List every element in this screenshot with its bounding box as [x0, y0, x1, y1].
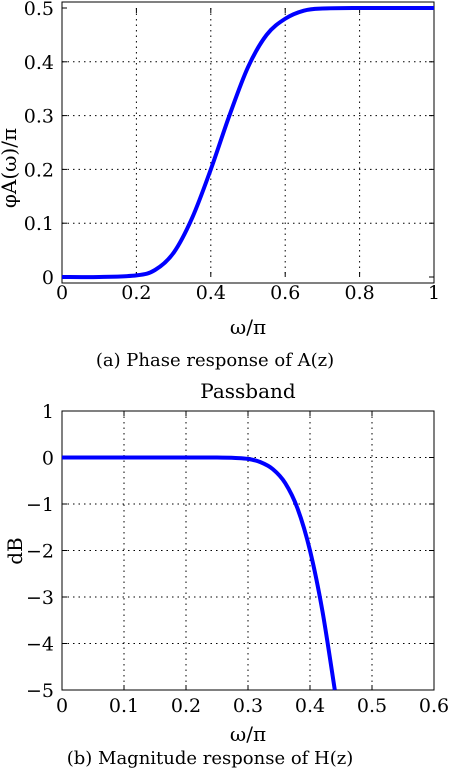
y-axis-label: φA(ω)/π	[0, 128, 21, 208]
caption-b: (b) Magnitude response of H(z)	[67, 748, 354, 769]
x-tick-label: 0.1	[109, 695, 139, 717]
y-tick-label: 0.3	[24, 106, 54, 128]
grid	[62, 411, 434, 690]
x-tick-label: 0.6	[270, 282, 300, 304]
x-tick-label: 0.2	[121, 282, 151, 304]
series-line	[61, 5, 434, 280]
y-tick-label: 0.5	[24, 0, 54, 20]
series-line	[62, 455, 337, 691]
y-axis-label: dB	[3, 537, 27, 565]
ticks: 0 0.1 0.2 0.3 0.4 0.5 0.6 −5 −4 −3 −2 −1 0 1	[26, 401, 449, 717]
x-tick-label: 0.2	[171, 695, 201, 717]
x-tick-label: 0	[56, 695, 68, 717]
caption-a: (a) Phase response of A(z)	[96, 350, 334, 371]
x-tick-label: 0.4	[196, 282, 226, 304]
plot-frame	[61, 410, 435, 691]
ticks: 0 0.2 0.4 0.6 0.8 1 0 0.1 0.2 0.3 0.4 0.5	[24, 0, 440, 304]
y-tick-label: 0.1	[24, 213, 54, 235]
grid	[62, 8, 434, 277]
x-axis-label: ω/π	[230, 315, 266, 339]
y-tick-label: −5	[26, 680, 54, 702]
chart-magnitude-response: Passband 0 0.1 0.2 0.3 0.4 0.5 0.6 −5 −4 −3 −2 −1 0 1…	[3, 379, 449, 769]
chart-phase-response: 0 0.2 0.4 0.6 0.8 1 0 0.1 0.2 0.3 0.4 0.5 ω/π φA(ω)…	[0, 0, 440, 371]
y-tick-label: 0	[42, 267, 54, 289]
x-tick-label: 0.4	[295, 695, 325, 717]
x-tick-label: 0.6	[419, 695, 449, 717]
y-tick-label: −1	[26, 494, 54, 516]
y-tick-label: 1	[42, 401, 54, 423]
chart-title: Passband	[200, 379, 296, 403]
x-tick-label: 0.3	[233, 695, 263, 717]
x-axis-label: ω/π	[230, 722, 266, 746]
x-tick-label: 0.5	[357, 695, 387, 717]
y-tick-label: −4	[26, 634, 54, 656]
plot-frame	[61, 1, 435, 284]
x-tick-label: 0	[56, 282, 68, 304]
y-tick-label: −2	[26, 541, 54, 563]
y-tick-label: 0.2	[24, 159, 54, 181]
y-tick-label: 0.4	[24, 52, 54, 74]
y-tick-label: −3	[26, 587, 54, 609]
y-tick-label: 0	[42, 448, 54, 470]
x-tick-label: 1	[428, 282, 440, 304]
x-tick-label: 0.8	[344, 282, 374, 304]
